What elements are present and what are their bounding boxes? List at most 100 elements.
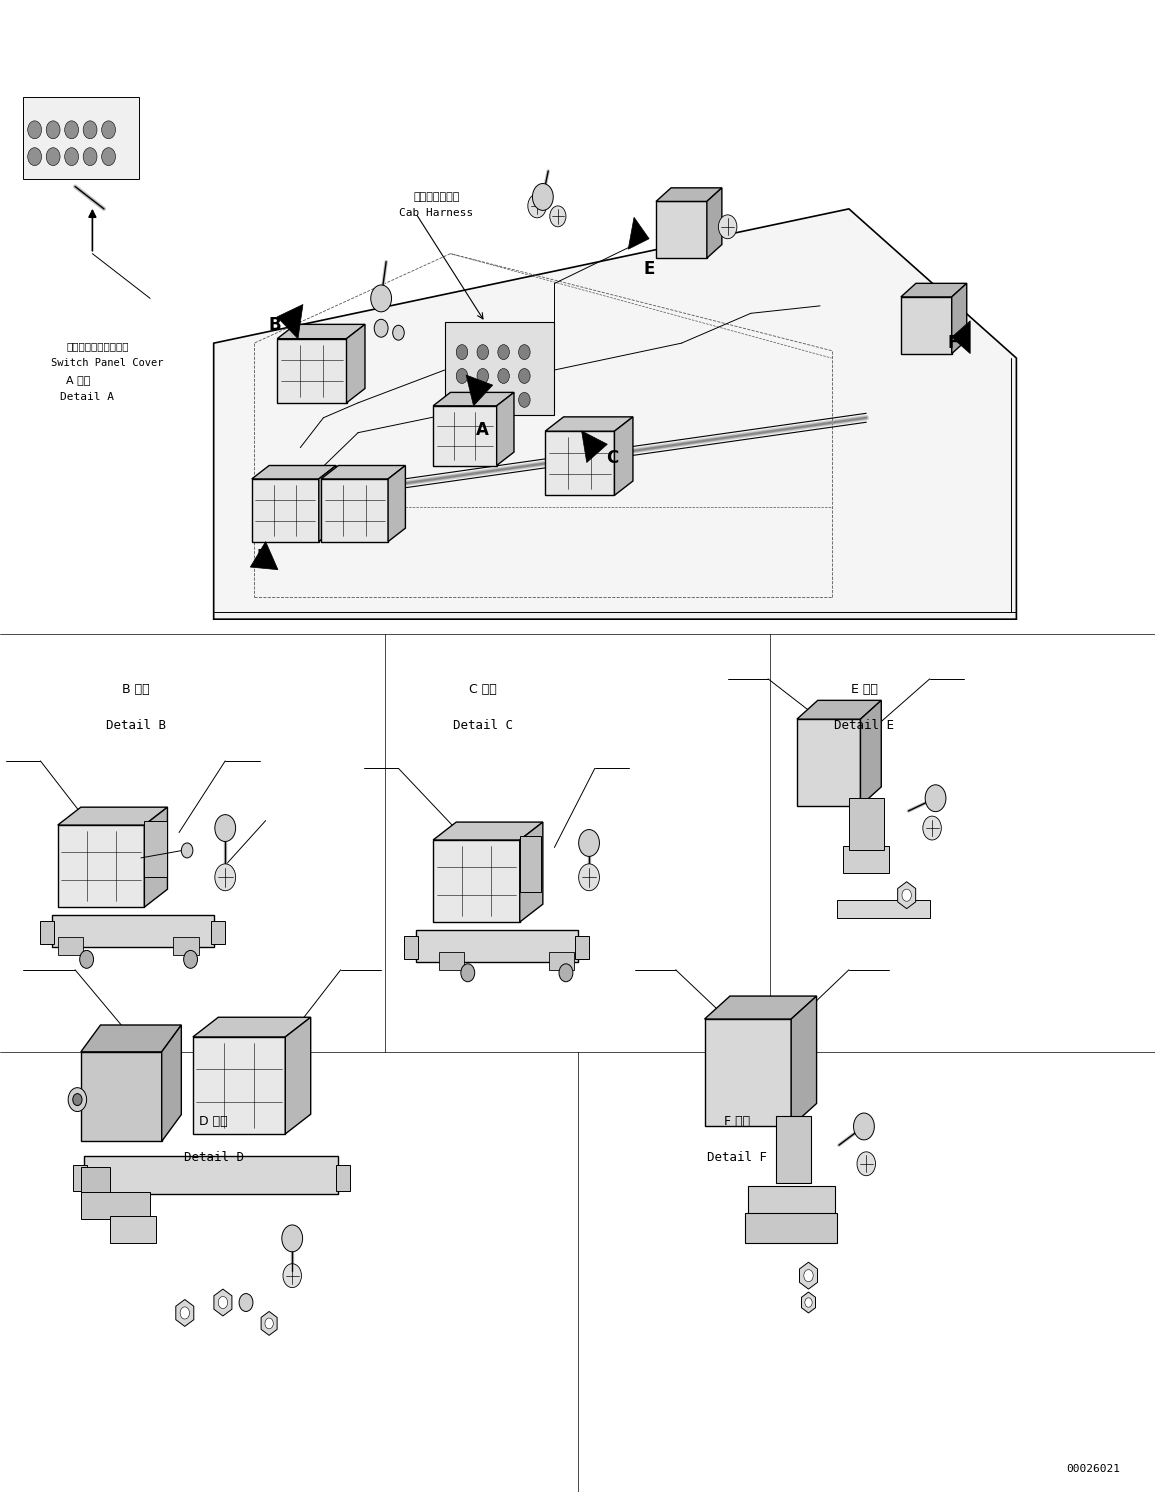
- Polygon shape: [252, 466, 336, 479]
- Polygon shape: [214, 1289, 232, 1316]
- Bar: [52, 915, 214, 947]
- Polygon shape: [707, 188, 722, 258]
- Polygon shape: [433, 822, 543, 840]
- Circle shape: [215, 864, 236, 891]
- Bar: [58, 937, 83, 955]
- Polygon shape: [545, 416, 633, 431]
- Polygon shape: [321, 466, 405, 479]
- Bar: [439, 952, 464, 970]
- Circle shape: [264, 1317, 274, 1329]
- Bar: [849, 798, 884, 850]
- Polygon shape: [520, 822, 543, 922]
- Text: Detail F: Detail F: [707, 1152, 767, 1164]
- Polygon shape: [433, 406, 497, 466]
- Circle shape: [519, 345, 530, 360]
- Polygon shape: [467, 374, 493, 406]
- Polygon shape: [277, 324, 365, 339]
- Bar: [843, 846, 889, 873]
- Bar: [40, 922, 54, 944]
- Text: Detail C: Detail C: [453, 719, 513, 731]
- Polygon shape: [319, 466, 336, 542]
- Circle shape: [83, 148, 97, 166]
- Bar: [84, 1156, 338, 1194]
- Circle shape: [461, 964, 475, 982]
- Circle shape: [519, 369, 530, 383]
- Circle shape: [215, 815, 236, 841]
- Circle shape: [371, 285, 392, 312]
- Circle shape: [68, 1088, 87, 1112]
- Circle shape: [180, 1307, 189, 1319]
- Polygon shape: [952, 321, 970, 354]
- Polygon shape: [144, 807, 167, 907]
- Circle shape: [282, 1225, 303, 1252]
- Circle shape: [393, 325, 404, 340]
- Circle shape: [218, 1297, 228, 1308]
- Polygon shape: [252, 479, 319, 542]
- Polygon shape: [582, 431, 608, 463]
- Circle shape: [477, 369, 489, 383]
- Text: 00026021: 00026021: [1066, 1464, 1120, 1474]
- Bar: [416, 930, 578, 962]
- Bar: [336, 1164, 350, 1191]
- Text: F 詳細: F 詳細: [724, 1116, 750, 1128]
- Text: キャブハーネス: キャブハーネス: [413, 192, 460, 201]
- Bar: [211, 922, 225, 944]
- Polygon shape: [176, 1300, 194, 1326]
- Polygon shape: [901, 297, 952, 354]
- Text: D: D: [256, 548, 270, 565]
- Circle shape: [83, 121, 97, 139]
- Circle shape: [718, 215, 737, 239]
- Polygon shape: [656, 188, 722, 201]
- Polygon shape: [346, 324, 365, 403]
- Polygon shape: [705, 1019, 791, 1126]
- Polygon shape: [628, 218, 649, 249]
- Text: E 詳細: E 詳細: [850, 683, 878, 695]
- Bar: [575, 937, 589, 959]
- Bar: [81, 1167, 110, 1194]
- Polygon shape: [797, 719, 860, 806]
- Circle shape: [28, 121, 42, 139]
- Circle shape: [102, 148, 116, 166]
- Circle shape: [374, 319, 388, 337]
- Circle shape: [498, 369, 509, 383]
- Circle shape: [804, 1270, 813, 1282]
- Circle shape: [528, 194, 546, 218]
- Polygon shape: [277, 339, 346, 403]
- Circle shape: [477, 345, 489, 360]
- Circle shape: [805, 1298, 812, 1307]
- Bar: [748, 1186, 835, 1216]
- Polygon shape: [802, 1292, 815, 1313]
- Circle shape: [519, 392, 530, 407]
- Polygon shape: [897, 882, 916, 909]
- Text: C: C: [606, 449, 618, 467]
- Polygon shape: [799, 1262, 818, 1289]
- Bar: [23, 97, 139, 179]
- Polygon shape: [433, 392, 514, 406]
- Polygon shape: [81, 1052, 162, 1141]
- Polygon shape: [433, 840, 520, 922]
- Circle shape: [854, 1113, 874, 1140]
- Text: C 詳細: C 詳細: [469, 683, 497, 695]
- Polygon shape: [261, 1311, 277, 1335]
- Circle shape: [102, 121, 116, 139]
- Bar: [520, 836, 541, 892]
- Circle shape: [477, 392, 489, 407]
- Circle shape: [550, 206, 566, 227]
- Polygon shape: [860, 700, 881, 806]
- Polygon shape: [497, 392, 514, 466]
- Text: D 詳細: D 詳細: [200, 1116, 228, 1128]
- Text: E: E: [643, 260, 655, 278]
- Circle shape: [925, 785, 946, 812]
- Circle shape: [579, 830, 599, 856]
- Bar: [73, 1164, 87, 1191]
- Polygon shape: [58, 807, 167, 825]
- Circle shape: [902, 889, 911, 901]
- Circle shape: [80, 950, 94, 968]
- Bar: [549, 952, 574, 970]
- Polygon shape: [193, 1037, 285, 1134]
- Polygon shape: [251, 542, 278, 570]
- Bar: [745, 1213, 837, 1243]
- Polygon shape: [277, 304, 303, 339]
- Text: Cab Harness: Cab Harness: [400, 209, 474, 218]
- Polygon shape: [193, 1018, 311, 1037]
